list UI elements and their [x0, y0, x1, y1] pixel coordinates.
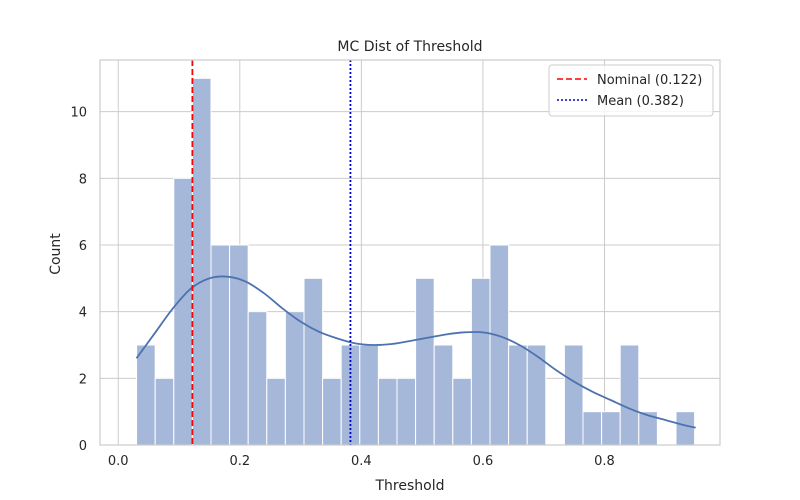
histogram-bar — [229, 244, 249, 446]
bar-layer — [136, 77, 696, 446]
y-tick-label: 2 — [79, 372, 87, 387]
x-tick-label: 0.6 — [473, 454, 494, 469]
histogram-bar — [563, 344, 584, 446]
y-tick-label: 10 — [70, 106, 87, 121]
y-tick-label: 4 — [79, 306, 87, 321]
histogram-bar — [489, 244, 510, 446]
histogram-bar — [303, 277, 324, 446]
x-tick-label: 0.8 — [594, 454, 615, 469]
histogram-bar — [601, 411, 621, 446]
x-axis-label: Threshold — [375, 478, 445, 494]
histogram-bar — [508, 344, 528, 446]
histogram-bar — [191, 77, 212, 446]
y-axis-label: Count — [48, 233, 64, 275]
histogram-bar — [154, 377, 175, 446]
histogram-bar — [675, 411, 696, 446]
histogram-bar — [433, 344, 454, 446]
histogram-bar — [396, 377, 417, 446]
y-tick-label: 6 — [79, 239, 87, 254]
legend: Nominal (0.122) Mean (0.382) — [548, 64, 714, 117]
histogram-bar — [136, 344, 156, 446]
plot-frame — [99, 59, 721, 446]
kde-layer — [135, 275, 696, 429]
histogram-bar — [452, 377, 472, 446]
x-tick-label: 0.4 — [351, 454, 372, 469]
tick-labels-layer: 0.0 0.2 0.4 0.6 0.8 0 2 4 6 8 10 — [70, 106, 614, 469]
reference-lines-layer — [191, 60, 352, 445]
histogram-bar — [266, 377, 286, 446]
plot-border — [99, 59, 721, 446]
histogram-bar — [377, 377, 398, 446]
x-tick-label: 0.2 — [229, 454, 250, 469]
y-tick-label: 0 — [79, 439, 87, 454]
chart-title: MC Dist of Threshold — [337, 39, 482, 55]
x-tick-label: 0.0 — [108, 454, 129, 469]
legend-box — [548, 64, 714, 117]
histogram-bar — [284, 311, 305, 446]
legend-label-mean: Mean (0.382) — [597, 94, 684, 109]
histogram-bar — [582, 411, 603, 446]
kde-curve — [135, 275, 696, 429]
legend-label-nominal: Nominal (0.122) — [597, 73, 702, 88]
histogram-bar — [247, 311, 268, 446]
histogram-bar — [210, 244, 231, 446]
histogram-bar — [415, 277, 435, 446]
histogram-bar — [173, 177, 193, 446]
histogram-bar — [359, 344, 379, 446]
histogram-bar — [619, 344, 640, 446]
y-tick-label: 8 — [79, 172, 87, 187]
histogram-bar — [322, 377, 342, 446]
histogram-bar — [470, 277, 491, 446]
